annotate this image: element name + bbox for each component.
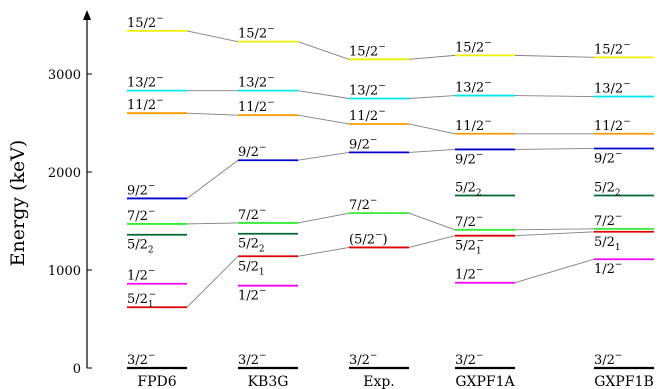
level-label: 7/2−	[594, 212, 622, 229]
level-connector	[297, 41, 350, 60]
level-label: 3/2−	[238, 351, 266, 368]
levels-layer	[127, 29, 654, 370]
y-tick-label: 3000	[48, 68, 81, 83]
level-connector	[186, 112, 239, 116]
connections-layer	[186, 30, 595, 308]
level-label: 13/2−	[127, 74, 164, 91]
level-label: 15/2−	[127, 14, 164, 31]
category-label: Exp.	[363, 374, 395, 389]
level-label: 5/22	[127, 238, 154, 256]
level-label: 5/22	[594, 181, 621, 199]
level-label: 15/2−	[594, 40, 631, 57]
level-connector	[297, 247, 350, 257]
level-label: 13/2−	[455, 79, 492, 96]
y-tick-label: 2000	[48, 166, 81, 181]
level-label: 3/2−	[455, 351, 483, 368]
level-label: 5/22	[238, 237, 265, 255]
level-label: 1/2−	[594, 260, 622, 277]
level-connector	[514, 95, 595, 97]
level-label: 1/2−	[127, 267, 155, 284]
y-tick-label: 1000	[48, 264, 81, 279]
y-tick-label: 0	[73, 362, 81, 377]
level-label: 7/2−	[349, 196, 377, 213]
level-label: 5/21−	[127, 290, 156, 310]
level-connector	[514, 231, 595, 237]
level-connector	[408, 212, 456, 231]
level-label: 11/2−	[127, 96, 164, 113]
level-label: 9/2−	[594, 149, 622, 166]
level-label: 13/2−	[238, 74, 275, 91]
level-label: 11/2−	[238, 98, 275, 115]
category-label: FPD6	[137, 374, 176, 389]
level-connector	[514, 228, 595, 231]
level-connector	[408, 235, 456, 248]
level-label: 5/22	[455, 181, 482, 199]
level-connector	[297, 212, 350, 224]
level-label: 11/2−	[455, 117, 492, 134]
level-label: 15/2−	[349, 42, 386, 59]
y-axis-label: Energy (keV)	[7, 140, 29, 267]
level-connector	[186, 159, 239, 199]
level-label: 5/21−	[455, 237, 484, 257]
level-label: 11/2−	[349, 107, 386, 124]
level-label: 1/2−	[455, 266, 483, 283]
y-axis: 0 1000 2000 3000 Energy (keV)	[7, 10, 92, 377]
category-label: GXPF1A	[455, 374, 515, 389]
labels-layer: 3/2− 5/21− 1/2− 5/22 7/2− 9/2− 11/2− 13/2− 15/2−…	[127, 14, 631, 368]
level-label: 9/2−	[455, 150, 483, 167]
level-label: 7/2−	[127, 207, 155, 224]
level-connector	[297, 90, 350, 99]
level-label: (5/2−)	[349, 230, 388, 247]
level-connector	[297, 114, 350, 125]
level-connector	[514, 148, 595, 150]
level-label: 9/2−	[127, 181, 155, 198]
level-label: 15/2−	[238, 25, 275, 42]
category-label: GXPF1B	[594, 374, 653, 389]
y-axis-arrow	[83, 10, 91, 20]
level-label: 3/2−	[127, 351, 155, 368]
level-label: 9/2−	[349, 135, 377, 152]
level-label: 11/2−	[594, 117, 631, 134]
level-connector	[408, 149, 456, 153]
level-label: 9/2−	[238, 143, 266, 160]
level-label: 13/2−	[594, 80, 631, 97]
level-label: 13/2−	[349, 82, 386, 99]
level-connector	[408, 54, 456, 60]
level-connector	[408, 123, 456, 135]
level-connector	[514, 54, 595, 58]
level-label: 3/2−	[349, 351, 377, 368]
level-label: 7/2−	[238, 206, 266, 223]
level-label: 7/2−	[455, 213, 483, 230]
level-connector	[186, 255, 239, 308]
level-connector	[186, 222, 239, 225]
level-label: 15/2−	[455, 38, 492, 55]
category-label: KB3G	[248, 374, 289, 389]
level-label: 5/21	[594, 235, 621, 253]
level-connector	[408, 95, 456, 99]
level-label: 3/2−	[594, 351, 622, 368]
level-connector	[514, 258, 595, 284]
level-label: 1/2−	[238, 287, 266, 304]
level-connector	[297, 151, 350, 161]
category-labels: FPD6 KB3G Exp. GXPF1A GXPF1B	[137, 374, 653, 389]
level-connector	[186, 30, 239, 43]
level-label: 5/21	[238, 259, 265, 277]
